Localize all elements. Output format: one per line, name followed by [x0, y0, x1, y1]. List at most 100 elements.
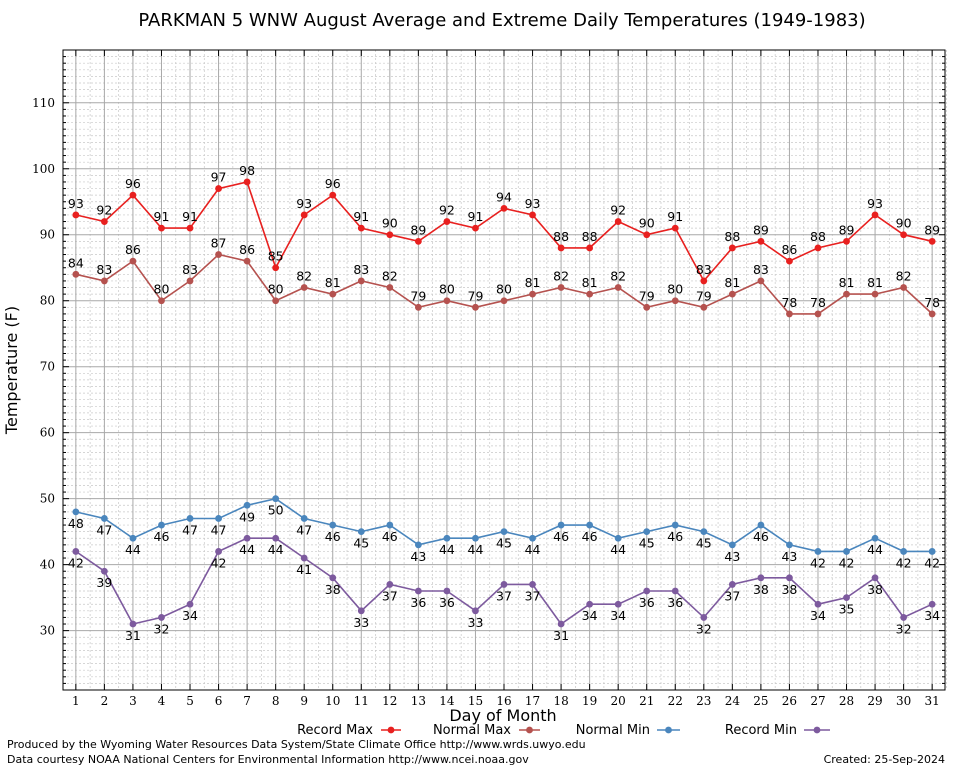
x-tick-label: 8	[272, 694, 280, 708]
x-axis-label: Day of Month	[449, 706, 556, 725]
record-min-data-label: 32	[896, 621, 912, 636]
x-tick-label: 25	[753, 694, 768, 708]
normal-min-point	[72, 508, 80, 516]
record-max-data-label: 90	[896, 216, 912, 231]
normal-min-data-label: 44	[439, 542, 455, 557]
record-max-data-label: 91	[468, 209, 484, 224]
record-max-data-label: 85	[268, 249, 284, 264]
legend-label-record-max: Record Max	[297, 723, 373, 738]
record-min-data-label: 42	[68, 555, 84, 570]
record-max-data-label: 92	[439, 203, 455, 218]
record-max-point	[243, 178, 251, 186]
legend-label-record-min: Record Min	[725, 723, 797, 738]
record-max-point	[700, 277, 708, 285]
normal-min-data-label: 43	[781, 549, 797, 564]
record-min-point	[129, 620, 137, 628]
normal-max-point	[614, 284, 622, 291]
normal-min-data-label: 44	[525, 542, 541, 557]
normal-max-data-label: 81	[839, 275, 855, 290]
normal-min-data-label: 46	[325, 529, 341, 544]
normal-max-data-label: 79	[639, 288, 655, 303]
normal-max-point	[928, 310, 936, 318]
normal-max-point	[757, 277, 765, 285]
record-min-point	[757, 574, 765, 582]
normal-max-point	[329, 290, 337, 298]
normal-min-point	[243, 501, 251, 509]
record-max-point	[814, 244, 822, 252]
legend-marker-record-max	[387, 726, 395, 734]
x-tick-label: 28	[839, 694, 854, 708]
normal-min-point	[786, 541, 793, 549]
x-tick-label: 26	[782, 694, 797, 708]
normal-min-point	[500, 528, 508, 536]
record-max-data-label: 93	[867, 196, 883, 211]
normal-max-data-label: 80	[667, 282, 683, 297]
record-min-data-label: 37	[382, 588, 398, 603]
normal-max-data-label: 82	[382, 269, 398, 284]
record-max-point	[443, 218, 451, 225]
normal-max-point	[871, 290, 879, 298]
record-min-data-label: 32	[696, 621, 712, 636]
record-max-point	[643, 231, 651, 239]
record-max-point	[843, 237, 850, 245]
normal-min-point	[586, 521, 594, 529]
normal-max-point	[443, 297, 451, 305]
record-max-point	[300, 211, 308, 219]
x-tick-label: 4	[158, 694, 166, 708]
record-min-point	[928, 600, 936, 608]
normal-min-data-label: 42	[896, 555, 912, 570]
y-axis-label: Temperature (F)	[2, 306, 21, 435]
record-min-data-label: 32	[154, 621, 170, 636]
normal-min-point	[357, 528, 365, 536]
record-max-data-label: 86	[781, 242, 797, 257]
record-max-point	[386, 231, 394, 239]
normal-min-point	[215, 515, 222, 522]
normal-min-data-label: 47	[211, 522, 227, 537]
record-max-data-label: 88	[553, 229, 569, 244]
normal-max-data-label: 81	[724, 275, 740, 290]
record-min-point	[586, 600, 594, 608]
record-min-point	[900, 614, 908, 621]
record-max-data-label: 83	[696, 262, 712, 277]
normal-max-data-label: 83	[753, 262, 769, 277]
normal-min-data-label: 50	[268, 503, 284, 518]
x-tick-label: 3	[129, 694, 137, 708]
normal-max-point	[728, 290, 736, 298]
record-max-data-label: 96	[125, 176, 141, 191]
record-min-data-label: 37	[724, 588, 740, 603]
record-min-point	[414, 587, 422, 595]
record-min-point	[529, 581, 536, 588]
normal-max-point	[500, 297, 508, 305]
record-min-point	[386, 581, 394, 588]
x-tick-label: 29	[867, 694, 882, 708]
record-min-point	[329, 574, 337, 582]
legend-marker-normal-min	[665, 726, 672, 734]
record-min-data-label: 38	[781, 582, 797, 597]
legend-marker-normal-max	[526, 726, 533, 734]
normal-max-data-label: 80	[496, 282, 512, 297]
record-min-data-label: 33	[468, 615, 484, 630]
normal-max-data-label: 80	[268, 282, 284, 297]
record-max-data-label: 91	[182, 209, 198, 224]
record-max-data-label: 88	[810, 229, 826, 244]
record-max-point	[129, 191, 137, 199]
x-tick-label: 13	[411, 694, 426, 708]
x-tick-label: 14	[439, 694, 455, 708]
x-tick-label: 16	[496, 694, 511, 708]
series-group	[72, 178, 936, 628]
record-max-point	[586, 244, 594, 252]
normal-min-data-label: 47	[296, 522, 312, 537]
record-min-data-label: 42	[211, 555, 227, 570]
normal-max-data-label: 79	[696, 288, 712, 303]
normal-max-data-label: 86	[125, 242, 141, 257]
normal-max-point	[700, 303, 708, 311]
record-min-point	[186, 600, 194, 608]
normal-min-point	[557, 521, 565, 529]
record-min-data-label: 31	[125, 628, 141, 643]
y-tick-label: 40	[40, 558, 55, 572]
record-min-data-label: 38	[867, 582, 883, 597]
normal-max-point	[671, 297, 679, 305]
y-tick-label: 60	[40, 426, 55, 440]
x-tick-label: 10	[325, 694, 340, 708]
